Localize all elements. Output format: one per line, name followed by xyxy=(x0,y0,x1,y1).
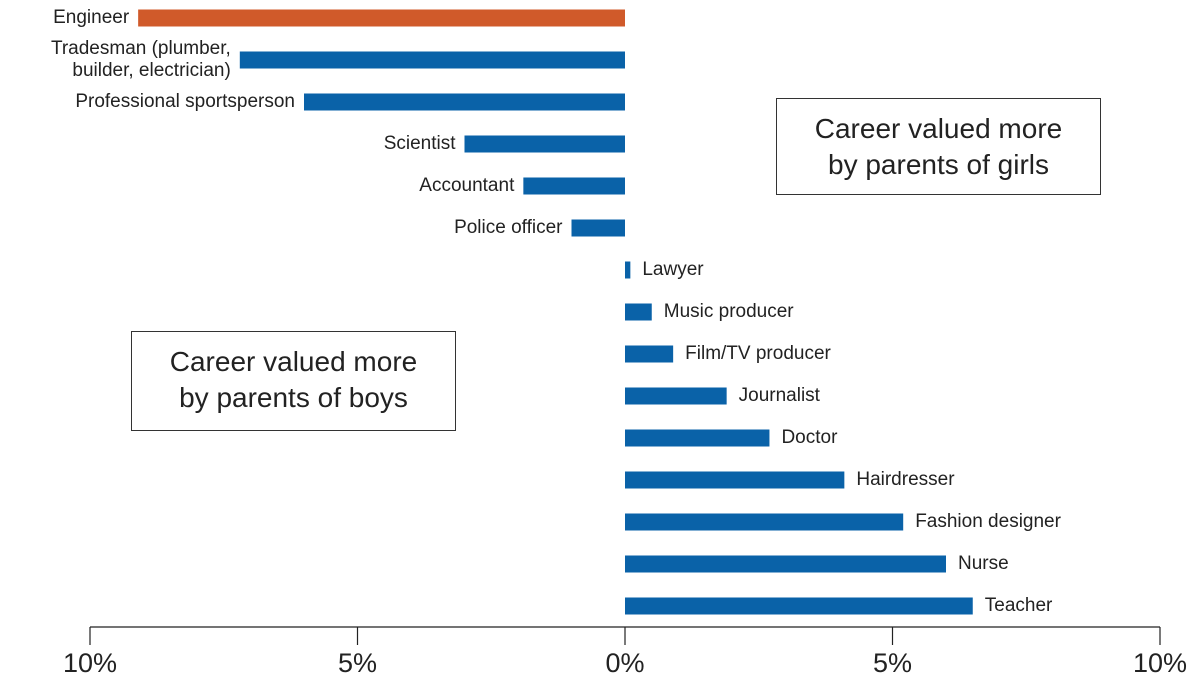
bar xyxy=(464,135,625,153)
bar xyxy=(625,597,973,615)
annotation: Career valued more by parents of boys xyxy=(131,331,456,431)
bar xyxy=(571,219,625,237)
bar xyxy=(625,555,946,573)
x-tick-label: 10% xyxy=(62,648,118,678)
category-label: Professional sportsperson xyxy=(75,91,295,112)
category-label: Scientist xyxy=(383,133,456,154)
category-label: Lawyer xyxy=(642,259,704,280)
bar xyxy=(625,429,770,447)
category-label: Nurse xyxy=(958,553,1009,574)
category-label: Engineer xyxy=(53,7,130,28)
bar xyxy=(523,177,625,195)
x-tick-label: 0% xyxy=(605,648,645,678)
bar xyxy=(625,303,652,321)
x-tick-label: 5% xyxy=(872,648,913,678)
bar xyxy=(625,513,904,531)
bar xyxy=(304,93,625,111)
bar xyxy=(625,261,631,279)
annotation: Career valued more by parents of girls xyxy=(776,98,1101,195)
category-label: Doctor xyxy=(781,427,838,448)
bar xyxy=(239,51,626,69)
category-label: Tradesman (plumber, builder, electrician… xyxy=(50,38,231,81)
bar xyxy=(625,387,727,405)
category-label: Music producer xyxy=(663,301,794,322)
category-label: Journalist xyxy=(738,385,820,406)
category-label: Hairdresser xyxy=(856,469,955,490)
bar xyxy=(625,345,674,363)
category-label: Police officer xyxy=(454,217,563,238)
bar xyxy=(625,471,845,489)
x-tick-label: 5% xyxy=(337,648,378,678)
category-label: Film/TV producer xyxy=(685,343,831,364)
category-label: Accountant xyxy=(419,175,515,196)
category-label: Fashion designer xyxy=(915,511,1061,532)
category-label: Teacher xyxy=(984,595,1053,616)
x-tick-label: 10% xyxy=(1132,648,1188,678)
bar xyxy=(138,9,625,27)
